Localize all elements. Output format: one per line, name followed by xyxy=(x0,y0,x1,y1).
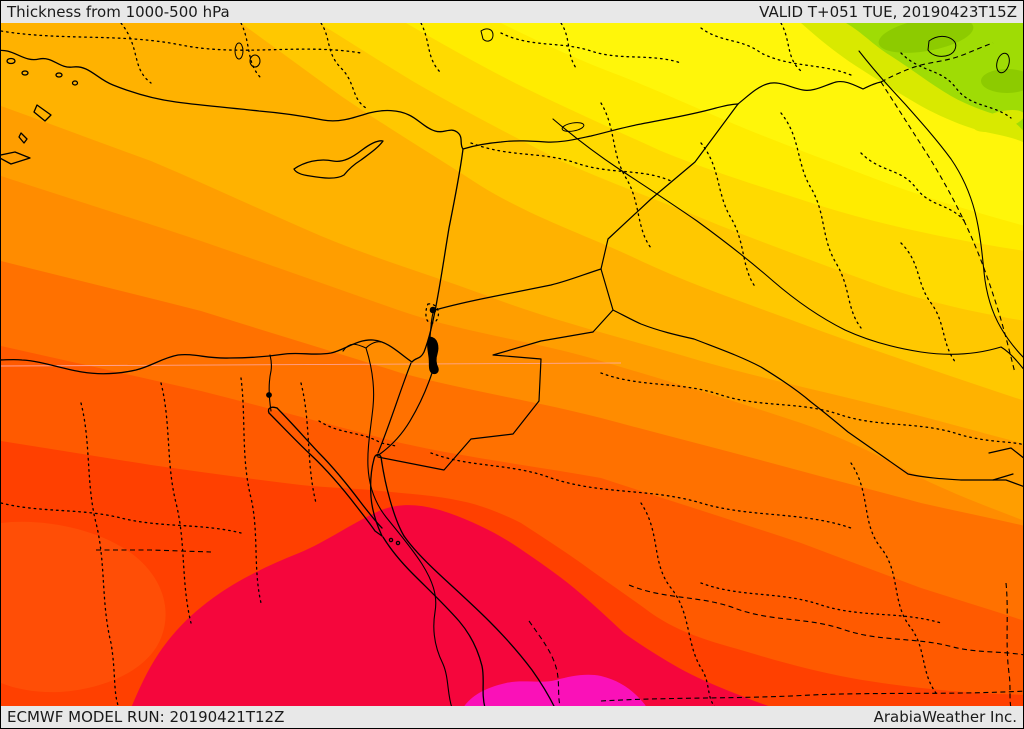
gulf-of-aqaba-head xyxy=(373,453,382,460)
province-line xyxy=(430,452,852,529)
jordan-river xyxy=(429,312,434,338)
thickness-map xyxy=(1,23,1023,708)
header-bar: Thickness from 1000-500 hPa VALID T+051 … xyxy=(1,1,1023,23)
model-run-label: ECMWF MODEL RUN: 20190421T12Z xyxy=(7,708,285,726)
rhodes-island xyxy=(33,104,52,122)
red-sea-east-coast xyxy=(403,535,556,708)
lake-van xyxy=(927,35,957,57)
province-line xyxy=(850,462,937,694)
turkey-iraq-border xyxy=(737,80,882,105)
credit-label: ArabiaWeather Inc. xyxy=(873,708,1017,726)
suez-canal xyxy=(268,354,272,412)
band-crimson xyxy=(131,505,774,708)
band-dark-green-blob xyxy=(981,69,1023,93)
lake-beysehir xyxy=(249,54,261,68)
nile-delta-branch xyxy=(342,341,382,352)
province-line xyxy=(80,402,120,708)
band-red-orange-bright-blob xyxy=(1,521,166,693)
lake-assad xyxy=(561,122,585,132)
province-line xyxy=(120,23,152,84)
coastlines xyxy=(1,49,556,708)
aegean-island xyxy=(21,70,29,76)
province-boundaries xyxy=(1,23,1023,708)
lakes xyxy=(234,28,1010,398)
province-line xyxy=(600,102,652,249)
province-line xyxy=(780,112,862,329)
province-line xyxy=(240,23,262,79)
red-sea-west-coast xyxy=(382,536,486,708)
province-line xyxy=(900,242,957,364)
province-line xyxy=(300,382,317,504)
gulf-of-aqaba-east-shore xyxy=(380,456,405,537)
karpathos-island xyxy=(18,132,28,144)
footer-bar: ECMWF MODEL RUN: 20190421T12Z ArabiaWeat… xyxy=(1,706,1023,728)
gulf-of-suez-west-shore xyxy=(268,412,383,537)
band-chartreuse-blob xyxy=(973,110,1023,132)
map-title: Thickness from 1000-500 hPa xyxy=(7,3,230,21)
band-magenta xyxy=(463,674,647,708)
tiran-island xyxy=(395,540,401,546)
gulf-of-suez-east-shore xyxy=(276,407,383,529)
province-line xyxy=(500,32,682,64)
province-line xyxy=(600,372,1023,446)
dead-sea xyxy=(427,336,439,375)
province-line xyxy=(240,377,262,604)
valid-time-label: VALID T+051 TUE, 20190423T15Z xyxy=(759,3,1017,21)
israel-jordan-border xyxy=(376,372,433,457)
province-line xyxy=(420,23,442,74)
saudi-iraq-border xyxy=(612,309,1023,487)
province-line xyxy=(700,142,757,289)
tiran-island xyxy=(388,537,394,543)
nile-river xyxy=(365,347,453,708)
israel-egypt-border xyxy=(377,362,412,454)
saudi-border-dashed xyxy=(628,584,1023,656)
syria-jordan-border xyxy=(434,268,602,311)
lake-tuz xyxy=(480,28,494,42)
red-sea-coast-dashed xyxy=(528,620,562,708)
turkey-iran-border xyxy=(880,42,994,83)
mediterranean-coast xyxy=(1,49,464,375)
lake-urmia xyxy=(996,52,1010,74)
province-line xyxy=(860,152,967,224)
province-line xyxy=(1,30,362,54)
lake-egirdir xyxy=(234,42,244,60)
province-line xyxy=(320,23,367,109)
west-bank-boundary xyxy=(425,303,440,324)
graticule-line xyxy=(1,362,622,367)
dashed-borders xyxy=(96,42,1023,708)
aegean-island xyxy=(6,57,16,65)
kuwait-border xyxy=(988,447,1023,481)
tigris-river xyxy=(858,50,1023,358)
turkey-syria-border xyxy=(462,103,739,150)
aegean-island xyxy=(71,80,79,86)
egypt-dashed-segment xyxy=(96,549,212,553)
gulf-of-aqaba-west-shore xyxy=(369,458,383,537)
band-dark-green-blob xyxy=(878,23,974,53)
aegean-island xyxy=(55,72,63,78)
province-line xyxy=(640,502,717,708)
province-line xyxy=(560,23,577,69)
saudi-border-dashed xyxy=(1005,582,1012,708)
province-line xyxy=(470,142,672,182)
cyprus-island xyxy=(293,140,384,179)
province-line xyxy=(700,582,942,624)
crete-island-tip xyxy=(1,151,31,165)
